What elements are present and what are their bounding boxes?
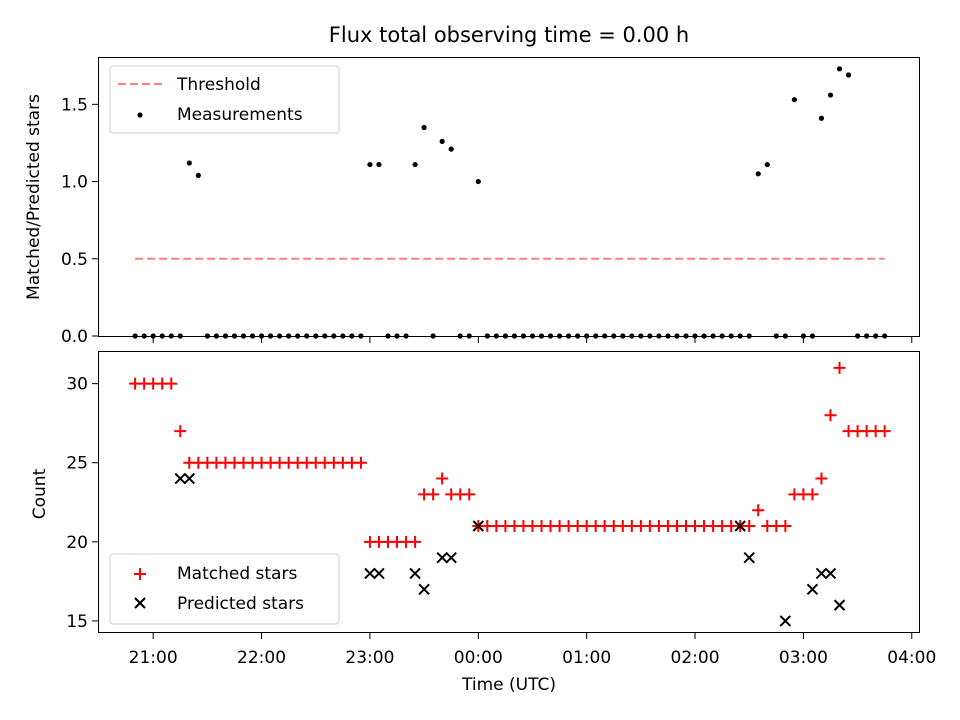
top-y-axis-label: Matched/Predicted stars [24,94,44,300]
top-legend-box [109,65,340,134]
matched-star-point [743,520,756,533]
matched-star-point [165,377,178,390]
y-tick-label: 1.0 [61,173,88,193]
measurement-point [195,172,201,178]
top-x-ticks [152,336,913,343]
measurement-point [376,161,382,168]
y-tick-label: 0.5 [61,250,88,270]
measurement-point [827,92,834,98]
x-tick-label: 03:00 [779,648,828,668]
y-tick-label: 0.0 [61,327,88,347]
measurement-point [186,160,192,166]
legend-matched-label: Matched stars [177,564,297,584]
bottom-panel: 15 20 25 30 21:00 22:00 23:00 00:00 01:00 02:00 0… [30,351,936,695]
matched-star-point [806,488,819,501]
predicted-star-point [445,551,457,564]
y-tick-label: 25 [66,454,88,474]
measurement-point [764,161,770,168]
legend-threshold-label: Threshold [176,75,261,95]
predicted-star-point [373,567,385,580]
top-axes-frame [98,57,920,337]
chart-title: Flux total observing time = 0.00 h [329,23,689,47]
bottom-legend-box [109,553,340,625]
legend-predicted-swatch [134,597,146,609]
measurement-point [421,124,427,131]
bottom-legend: Matched stars Predicted stars [109,553,340,625]
x-tick-label: 01:00 [562,648,611,668]
y-tick-label: 20 [66,533,88,553]
predicted-star-point [436,551,448,564]
measurement-point [791,97,797,103]
x-axis-label: Time (UTC) [461,675,556,695]
matched-star-point [409,535,422,548]
predicted-star-point [472,520,485,532]
predicted-star-point [409,567,421,580]
x-tick-label: 00:00 [454,648,503,668]
matched-star-point [174,425,187,438]
matched-star-point [833,361,846,374]
matched-star-point [463,488,476,501]
predicted-star-point [779,615,792,627]
bottom-y-axis-label: Count [30,468,50,519]
predicted-star-point [743,551,755,564]
measurement-point [755,171,761,177]
predicted-star-point [833,599,846,611]
predicted-star-point [734,520,746,532]
legend-measurements-label: Measurements [177,105,303,125]
measurement-point [818,115,825,121]
x-tick-label: 22:00 [237,648,286,668]
matched-star-point [815,472,828,485]
predicted-star-point [806,583,819,595]
matched-star-point [752,504,765,517]
legend-matched-swatch [134,568,146,580]
top-panel: 0.0 0.5 1.0 1.5 Matched/Predicted stars Thr… [24,57,920,347]
x-tick-label: 23:00 [345,648,394,668]
predicted-star-point [824,567,837,580]
matched-star-point [878,425,891,438]
predicted-star-point [815,567,828,580]
predicted-star-point [418,583,430,595]
matched-star-point [354,456,367,469]
matched-star-point [427,488,440,501]
top-y-ticks: 0.0 0.5 1.0 1.5 [61,95,99,347]
matched-star-point [824,409,837,422]
bottom-plot-area [129,361,891,627]
y-tick-label: 30 [66,375,88,395]
measurement-point [845,72,852,78]
x-tick-label: 02:00 [671,648,720,668]
measurement-point [367,161,373,168]
predicted-star-point [183,472,196,485]
legend-predicted-label: Predicted stars [177,594,304,614]
measurement-point [836,66,843,72]
measurement-point [439,138,445,144]
x-tick-label: 21:00 [129,648,178,668]
matched-star-point [779,520,792,533]
bottom-x-ticks: 21:00 22:00 23:00 00:00 01:00 02:00 03:00 04:00 [129,632,936,668]
measurement-point [412,161,418,168]
top-legend: Threshold Measurements [109,65,340,134]
matched-star-point [436,472,449,485]
y-tick-label: 1.5 [61,95,88,115]
y-tick-label: 15 [66,612,88,632]
legend-measurements-swatch [137,112,143,118]
bottom-axes-frame [98,351,920,633]
measurement-point [475,178,481,185]
x-tick-label: 04:00 [887,648,936,668]
predicted-star-point [364,567,376,580]
measurement-point [448,146,454,152]
predicted-star-point [174,472,186,485]
bottom-y-ticks: 15 20 25 30 [66,375,99,632]
